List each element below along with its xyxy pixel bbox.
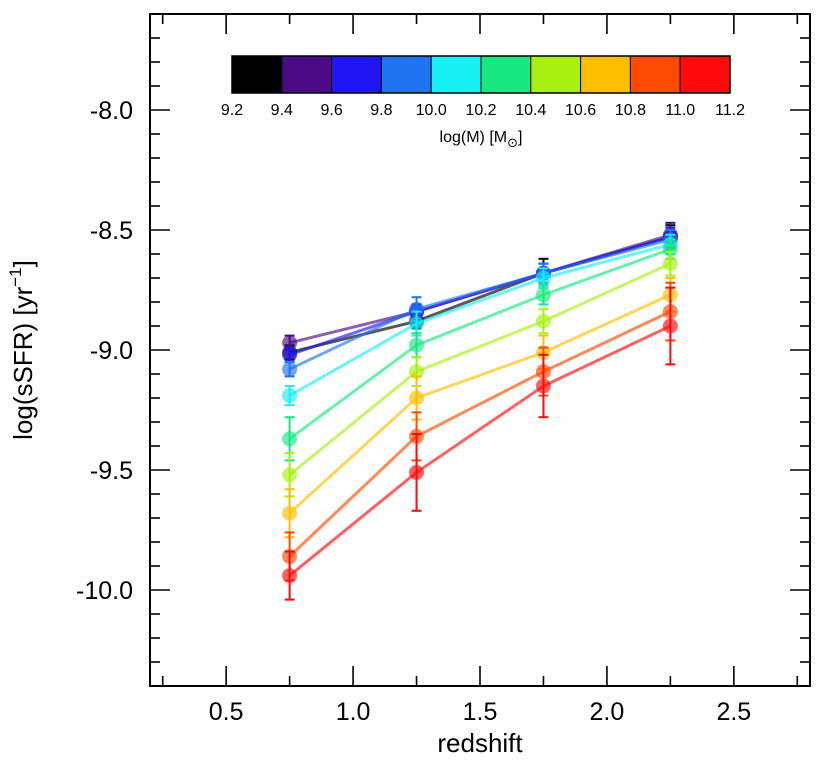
y-tick-label: -9.5 — [90, 457, 133, 485]
colorbar-swatch — [580, 55, 631, 94]
x-tick-label: 2.5 — [716, 698, 751, 726]
data-point — [409, 464, 425, 480]
colorbar: 9.2 9.4 9.6 9.8 10.0 10.2 10.4 10.6 10.8 11.0 11.2 — [221, 55, 745, 119]
colorbar-swatch — [331, 55, 382, 94]
data-point — [409, 364, 425, 380]
y-tick-label: -8.0 — [90, 97, 133, 125]
data-point — [535, 378, 551, 394]
colorbar-tick-label: 9.4 — [271, 102, 293, 119]
x-tick-label: 2.0 — [590, 698, 625, 726]
colorbar-swatch — [430, 55, 482, 94]
data-point — [282, 505, 298, 521]
data-point — [282, 335, 298, 351]
y-tick-label: -9.0 — [90, 337, 133, 365]
axis-tick-labels: 0.5 1.0 1.5 2.0 2.5 -8.0 -8.5 -9.0 -9.5 -10.0 — [76, 97, 751, 726]
y-tick-label: -10.0 — [76, 577, 133, 605]
x-axis-title: redshift — [437, 728, 523, 758]
data-point — [662, 241, 678, 257]
colorbar-tick-label: 9.8 — [370, 102, 392, 119]
colorbar-swatch — [380, 55, 432, 94]
series-10.6-10.8 — [282, 277, 678, 539]
colorbar-tick-label: 10.8 — [615, 102, 646, 119]
series-line — [288, 310, 672, 558]
data-point — [535, 313, 551, 329]
colorbar-swatch — [231, 55, 283, 94]
y-tick-label: -8.5 — [90, 217, 133, 245]
series-line — [288, 238, 671, 371]
colorbar-tick-label: 10.0 — [416, 102, 447, 119]
colorbar-swatch — [679, 55, 731, 94]
colorbar-tick-label: 10.6 — [565, 102, 596, 119]
data-point — [409, 301, 425, 317]
colorbar-tick-label: 11.0 — [665, 102, 695, 119]
series-line — [288, 262, 672, 476]
colorbar-swatch — [530, 55, 582, 94]
data-point — [662, 318, 678, 334]
colorbar-tick-label: 9.6 — [320, 102, 342, 119]
series-layer — [282, 221, 678, 601]
y-axis-title: log(sSFR) [yr−1] — [6, 260, 38, 440]
colorbar-swatch — [480, 55, 532, 94]
data-point — [662, 256, 678, 272]
data-point — [282, 347, 298, 363]
colorbar-swatch — [281, 55, 333, 94]
series-line — [288, 293, 672, 515]
data-point — [282, 467, 298, 483]
series-line — [288, 324, 672, 577]
colorbar-tick-label: 10.4 — [515, 102, 546, 119]
data-point — [282, 361, 298, 377]
series-11.0-11.2 — [282, 286, 678, 601]
data-point — [409, 390, 425, 406]
series-9.8-10.0 — [282, 229, 678, 378]
data-point — [282, 431, 298, 447]
x-tick-label: 0.5 — [209, 698, 244, 726]
colorbar-tick-label: 9.2 — [221, 102, 243, 119]
series-line — [288, 247, 671, 441]
colorbar-tick-label: 11.2 — [715, 102, 745, 119]
colorbar-label: log(M) [M⊙] — [440, 129, 523, 150]
colorbar-swatch — [629, 55, 681, 94]
colorbar-tick-label: 10.2 — [465, 102, 496, 119]
data-point — [282, 568, 298, 584]
data-point — [535, 270, 551, 286]
data-point — [282, 388, 298, 404]
colorbar-frame — [231, 55, 731, 94]
axis-ticks — [150, 13, 810, 687]
series-9.6-9.8 — [282, 226, 678, 363]
x-tick-label: 1.5 — [463, 698, 498, 726]
series-line — [288, 242, 671, 397]
data-point — [535, 287, 551, 303]
data-point — [409, 316, 425, 332]
x-tick-label: 1.0 — [336, 698, 371, 726]
data-point — [409, 337, 425, 353]
